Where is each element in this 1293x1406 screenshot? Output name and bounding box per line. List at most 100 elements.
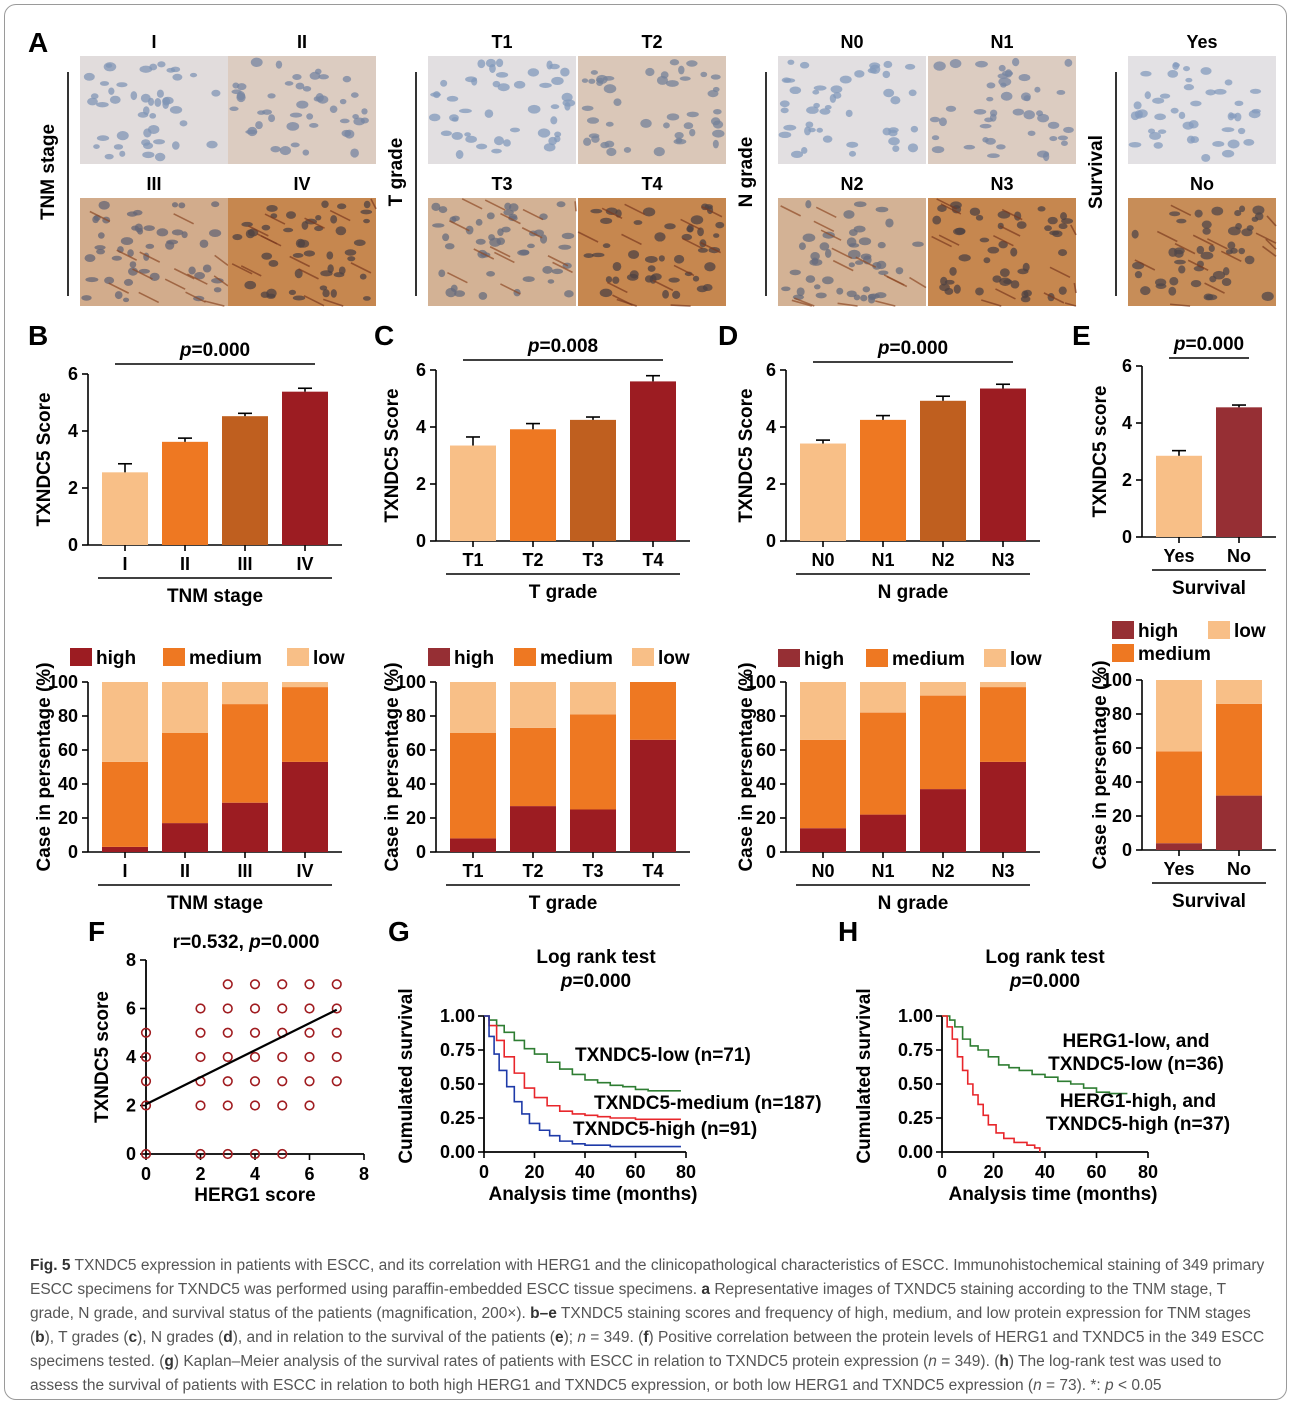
ihc-nucleus bbox=[554, 135, 561, 143]
ihc-nucleus bbox=[780, 107, 789, 114]
ihc-nucleus bbox=[172, 73, 183, 81]
x-tick-label: 20 bbox=[524, 1162, 544, 1182]
x-tick-label: T3 bbox=[582, 861, 603, 881]
ihc-nucleus bbox=[551, 268, 564, 275]
ihc-nucleus bbox=[1209, 275, 1217, 283]
ihc-nucleus bbox=[830, 85, 843, 94]
scatter-point bbox=[277, 1003, 288, 1014]
ihc-nucleus bbox=[1212, 270, 1226, 280]
ihc-nucleus bbox=[486, 271, 496, 277]
ihc-nucleus bbox=[270, 145, 281, 153]
ihc-nucleus bbox=[156, 89, 164, 98]
ihc-nucleus bbox=[1017, 268, 1029, 275]
ihc-nucleus bbox=[1027, 130, 1036, 136]
scatter-point bbox=[304, 1100, 315, 1111]
y-tick-label: 0.25 bbox=[440, 1108, 475, 1128]
ihc-nucleus bbox=[303, 250, 316, 257]
stack-segment-high bbox=[630, 739, 676, 852]
tile-label: T2 bbox=[641, 32, 662, 52]
stack-segment-low bbox=[1156, 680, 1202, 752]
ihc-nucleus bbox=[302, 86, 312, 92]
ihc-nucleus bbox=[603, 84, 617, 94]
stack-segment-high bbox=[570, 809, 616, 852]
ihc-nucleus bbox=[561, 232, 575, 240]
ihc-nucleus bbox=[697, 247, 708, 253]
ihc-nucleus bbox=[96, 101, 109, 108]
ihc-nucleus bbox=[983, 257, 991, 264]
ihc-nucleus bbox=[1012, 57, 1020, 67]
ihc-nucleus bbox=[288, 289, 296, 296]
ihc-nucleus bbox=[539, 234, 548, 244]
ihc-nucleus bbox=[644, 256, 658, 263]
ihc-nucleus bbox=[802, 233, 816, 243]
ihc-stain-line bbox=[1156, 230, 1178, 243]
caption-ref: h bbox=[999, 1353, 1009, 1370]
ihc-nucleus bbox=[910, 125, 919, 133]
caption-ref: c bbox=[128, 1329, 138, 1346]
legend-label: high bbox=[804, 649, 844, 670]
caption-text: ) The log-rank test was used to assess t… bbox=[30, 1353, 1222, 1394]
ihc-nucleus bbox=[123, 278, 134, 286]
y-tick-label: 40 bbox=[58, 774, 78, 794]
scatter-point bbox=[304, 979, 315, 990]
ihc-nucleus bbox=[836, 287, 844, 295]
caption-italic: n bbox=[1033, 1377, 1042, 1394]
ihc-nucleus bbox=[996, 144, 1006, 150]
ihc-nucleus bbox=[522, 276, 535, 282]
y-tick-label: 4 bbox=[68, 421, 78, 441]
stack-segment-medium bbox=[1216, 703, 1262, 796]
x-axis-label: TNM stage bbox=[167, 893, 263, 914]
scatter-chart-f: 0 2 4 6 8 0 2 4 6 8 TXNDC5 score HERG1 score r=0.532… bbox=[92, 932, 369, 1206]
caption-text: = 349). ( bbox=[936, 1353, 1000, 1370]
ihc-nucleus bbox=[908, 89, 917, 97]
ihc-nucleus bbox=[883, 88, 895, 98]
ihc-nucleus bbox=[819, 242, 830, 251]
ihc-nucleus bbox=[209, 229, 222, 238]
ihc-nucleus bbox=[179, 120, 188, 127]
ihc-nucleus bbox=[296, 100, 309, 109]
x-tick-label: III bbox=[237, 861, 252, 881]
ihc-nucleus bbox=[149, 113, 157, 119]
y-tick-label: 0.00 bbox=[898, 1142, 933, 1162]
stack-segment-high bbox=[222, 802, 268, 852]
ihc-nucleus bbox=[513, 80, 526, 89]
ihc-nucleus bbox=[1203, 293, 1214, 301]
ihc-nucleus bbox=[1244, 255, 1255, 265]
scatter-point bbox=[140, 1051, 152, 1063]
ihc-stain-line bbox=[1073, 282, 1077, 294]
stack-segment-medium bbox=[920, 695, 966, 790]
y-tick-label: 0.50 bbox=[440, 1074, 475, 1094]
ihc-stain-line bbox=[1220, 250, 1242, 263]
row-label: TNM stage bbox=[38, 124, 59, 220]
ihc-nucleus bbox=[874, 292, 887, 299]
p-value: p=0.000 bbox=[1009, 971, 1080, 992]
ihc-nucleus bbox=[783, 124, 797, 131]
stack-segment-high bbox=[860, 814, 906, 852]
ihc-stain-line bbox=[621, 233, 642, 246]
ihc-nucleus bbox=[847, 249, 861, 260]
panel-letter-b: B bbox=[28, 320, 48, 351]
y-tick-label: 100 bbox=[746, 672, 776, 692]
x-tick-label: 40 bbox=[1035, 1162, 1055, 1182]
ihc-nucleus bbox=[495, 72, 509, 78]
ihc-nucleus bbox=[1152, 97, 1165, 104]
ihc-nucleus bbox=[1058, 249, 1068, 257]
legend-swatch-low bbox=[984, 649, 1006, 667]
ihc-stain-line bbox=[701, 206, 723, 218]
ihc-nucleus bbox=[848, 243, 860, 248]
x-tick-label: 60 bbox=[1086, 1162, 1106, 1182]
caption-text: ) Positive correlation between the prote… bbox=[30, 1329, 1265, 1370]
y-tick-label: 2 bbox=[766, 474, 776, 494]
ihc-nucleus bbox=[845, 109, 853, 118]
caption-ref: a bbox=[701, 1281, 711, 1298]
ihc-nucleus bbox=[1224, 79, 1233, 86]
scatter-point bbox=[304, 1076, 315, 1087]
scatter-point bbox=[195, 1148, 206, 1160]
ihc-nucleus bbox=[679, 76, 691, 81]
ihc-nucleus bbox=[600, 141, 610, 149]
scatter-point bbox=[249, 1076, 261, 1087]
ihc-nucleus bbox=[1037, 113, 1050, 123]
ihc-nucleus bbox=[362, 296, 371, 301]
bar bbox=[222, 416, 268, 545]
